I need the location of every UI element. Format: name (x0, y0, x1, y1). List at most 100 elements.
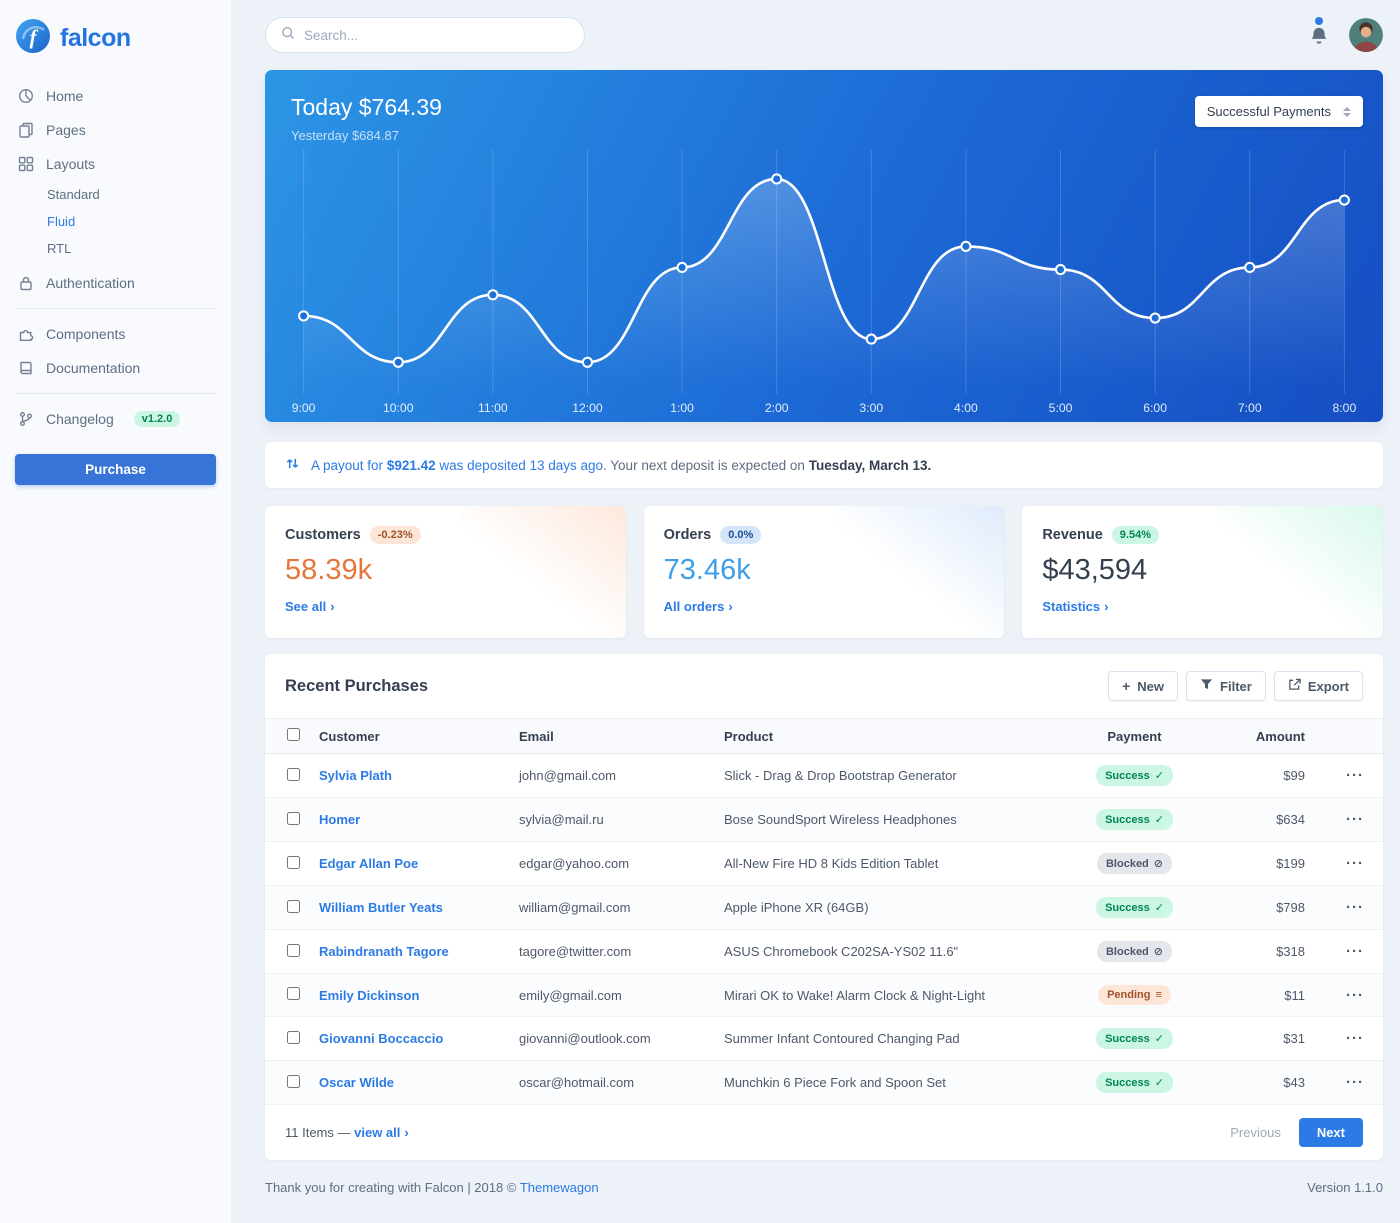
status-icon: ✓ (1154, 1033, 1164, 1045)
customer-link[interactable]: William Butler Yeats (319, 900, 443, 915)
row-checkbox[interactable] (287, 943, 300, 957)
sidebar-item-documentation[interactable]: Documentation (15, 351, 216, 385)
row-actions-button[interactable]: ··· (1346, 811, 1364, 828)
stat-badge: 9.54% (1111, 526, 1159, 544)
chart-pie-icon (17, 88, 34, 104)
payout-date: Tuesday, March 13. (808, 457, 932, 473)
row-checkbox[interactable] (287, 1074, 300, 1088)
sidebar-item-standard[interactable]: Standard (47, 187, 100, 202)
purchase-button[interactable]: Purchase (15, 454, 216, 485)
status-icon: ✓ (1154, 902, 1164, 914)
customer-link[interactable]: Rabindranath Tagore (319, 944, 449, 959)
payout-notice: A payout for $921.42 was deposited 13 da… (265, 442, 1383, 488)
row-checkbox[interactable] (287, 811, 300, 825)
product-name: Mirari OK to Wake! Alarm Clock & Night-L… (716, 973, 1052, 1017)
amount: $634 (1217, 797, 1327, 842)
status-label: Blocked (1105, 945, 1149, 958)
table-row: Homer sylvia@mail.ru Bose SoundSport Wir… (265, 797, 1383, 842)
search-input[interactable] (304, 27, 569, 43)
statistics-link[interactable]: Statistics › (1042, 599, 1109, 614)
export-button[interactable]: Export (1273, 671, 1363, 701)
sidebar-item-home[interactable]: Home (15, 79, 216, 113)
row-checkbox[interactable] (287, 899, 300, 913)
sidebar: f falcon Home Pages Layouts Standard Flu… (0, 0, 232, 1223)
customer-email: edgar@yahoo.com (511, 841, 716, 886)
filter-button[interactable]: Filter (1186, 671, 1266, 701)
amount: $318 (1217, 929, 1327, 974)
payout-deposit-link[interactable]: was deposited 13 days ago (439, 457, 604, 473)
payout-middle: . Your next deposit is expected on (603, 457, 805, 473)
svg-text:12:00: 12:00 (572, 401, 603, 415)
payout-prefix: A payout for (311, 457, 384, 473)
product-name: Munchkin 6 Piece Fork and Spoon Set (716, 1060, 1052, 1104)
select-value: Successful Payments (1206, 104, 1331, 119)
row-checkbox[interactable] (287, 987, 300, 1000)
status-badge: Success ✓ (1096, 897, 1173, 918)
sidebar-item-label: Layouts (46, 156, 96, 172)
notifications-button[interactable] (1309, 16, 1329, 51)
customer-link[interactable]: Giovanni Boccaccio (319, 1031, 444, 1046)
row-actions-button[interactable]: ··· (1346, 855, 1364, 872)
svg-text:5:00: 5:00 (1049, 401, 1073, 415)
chevron-right-icon: › (330, 599, 335, 614)
new-button[interactable]: + New (1108, 671, 1179, 701)
sidebar-item-rtl[interactable]: RTL (47, 241, 72, 256)
customer-link[interactable]: Sylvia Plath (319, 768, 392, 783)
column-actions (1327, 718, 1383, 754)
status-label: Success (1105, 813, 1150, 826)
sidebar-item-fluid[interactable]: Fluid (47, 214, 76, 229)
row-checkbox[interactable] (287, 855, 300, 869)
user-avatar[interactable] (1349, 18, 1383, 52)
view-all-link[interactable]: view all › (354, 1125, 409, 1140)
themewagon-link[interactable]: Themewagon (519, 1180, 599, 1195)
row-actions-button[interactable]: ··· (1346, 1074, 1364, 1091)
customer-link[interactable]: Homer (319, 812, 361, 827)
customer-link[interactable]: Edgar Allan Poe (319, 856, 419, 871)
stat-badge: 0.0% (720, 526, 762, 544)
svg-text:3:00: 3:00 (859, 401, 883, 415)
purchases-tbody: Sylvia Plath john@gmail.com Slick - Drag… (265, 753, 1383, 1104)
see-all-link[interactable]: See all › (285, 599, 335, 614)
all-orders-link[interactable]: All orders › (663, 599, 733, 614)
sidebar-item-authentication[interactable]: Authentication (15, 266, 216, 300)
table-row: Sylvia Plath john@gmail.com Slick - Drag… (265, 753, 1383, 798)
customer-link[interactable]: Emily Dickinson (319, 987, 420, 1003)
purchases-table: Customer Email Product Payment Amount Sy… (265, 718, 1383, 1104)
row-actions-button[interactable]: ··· (1346, 899, 1364, 916)
search-box[interactable] (265, 17, 585, 53)
product-name: Apple iPhone XR (64GB) (716, 885, 1052, 930)
main-content: Today $764.39 Yesterday $684.87 Successf… (232, 0, 1400, 1223)
status-badge: Blocked ⊘ (1096, 941, 1172, 962)
svg-text:11:00: 11:00 (478, 401, 508, 415)
row-actions-button[interactable]: ··· (1346, 943, 1364, 960)
payments-type-select[interactable]: Successful Payments (1194, 96, 1363, 127)
status-icon: ✓ (1154, 814, 1164, 826)
status-icon: ⊘ (1153, 946, 1163, 958)
purchases-title: Recent Purchases (285, 676, 429, 695)
row-checkbox[interactable] (287, 1030, 300, 1044)
row-actions-button[interactable]: ··· (1346, 767, 1364, 784)
customer-link[interactable]: Oscar Wilde (319, 1075, 395, 1090)
sidebar-item-components[interactable]: Components (15, 317, 216, 351)
sidebar-item-changelog[interactable]: Changelog v1.2.0 (15, 402, 216, 436)
row-actions-button[interactable]: ··· (1346, 986, 1364, 1004)
product-name: Bose SoundSport Wireless Headphones (716, 797, 1052, 842)
sidebar-item-pages[interactable]: Pages (15, 113, 216, 147)
brand-logo[interactable]: f falcon (15, 14, 216, 79)
svg-text:2:00: 2:00 (765, 401, 789, 415)
next-button[interactable]: Next (1298, 1118, 1363, 1147)
notification-dot (1315, 16, 1323, 25)
layouts-submenu: Standard Fluid RTL (15, 181, 216, 266)
customer-email: emily@gmail.com (511, 973, 716, 1017)
row-actions-button[interactable]: ··· (1346, 1030, 1364, 1047)
svg-text:4:00: 4:00 (954, 401, 978, 415)
row-checkbox[interactable] (287, 767, 300, 781)
status-icon: ≡ (1155, 989, 1162, 1001)
sidebar-item-layouts[interactable]: Layouts (15, 147, 216, 181)
status-label: Success (1105, 901, 1150, 914)
svg-text:6:00: 6:00 (1143, 401, 1167, 415)
product-name: All-New Fire HD 8 Kids Edition Tablet (716, 841, 1052, 886)
previous-button[interactable]: Previous (1230, 1125, 1281, 1140)
select-all-checkbox[interactable] (287, 728, 300, 741)
column-amount: Amount (1217, 718, 1327, 754)
